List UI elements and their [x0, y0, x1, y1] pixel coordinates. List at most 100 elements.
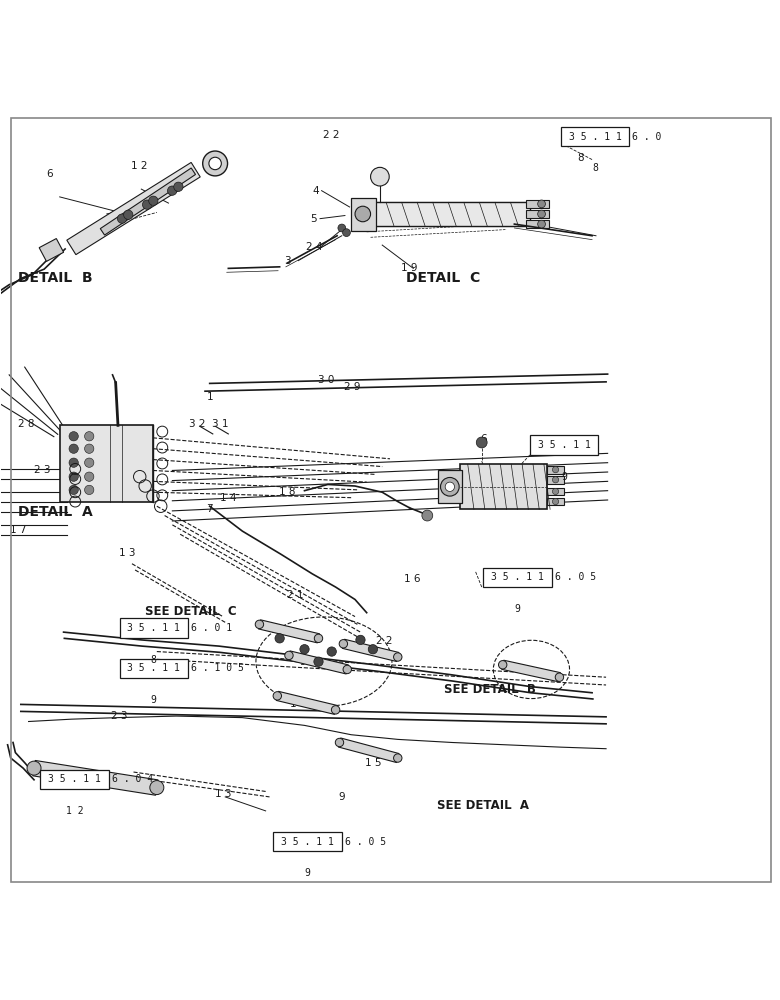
Circle shape [69, 485, 78, 495]
Circle shape [335, 738, 344, 747]
Circle shape [370, 167, 389, 186]
Circle shape [356, 635, 365, 645]
Bar [460, 464, 547, 509]
Polygon shape [67, 162, 200, 255]
Circle shape [255, 620, 264, 629]
Text: 5: 5 [310, 214, 317, 224]
Text: 6 . 0 5: 6 . 0 5 [555, 572, 596, 582]
Circle shape [168, 186, 177, 195]
Text: 1 2: 1 2 [132, 161, 148, 171]
Circle shape [84, 472, 94, 481]
Circle shape [84, 458, 94, 467]
Bar [561, 127, 629, 146]
Circle shape [84, 444, 94, 453]
Text: 2: 2 [129, 465, 135, 475]
Text: 6: 6 [46, 169, 53, 179]
Text: 6: 6 [480, 434, 487, 444]
Text: 2 8: 2 8 [18, 419, 34, 429]
Circle shape [275, 634, 284, 643]
Polygon shape [101, 168, 196, 235]
Text: 7: 7 [207, 504, 213, 514]
Circle shape [537, 200, 545, 208]
Bar [484, 568, 551, 587]
Bar [274, 832, 342, 851]
Text: 2 9: 2 9 [345, 382, 361, 392]
Text: 2 2: 2 2 [324, 130, 340, 140]
Text: 9: 9 [561, 472, 567, 482]
Circle shape [69, 444, 78, 453]
Text: 3 5 . 1 1: 3 5 . 1 1 [281, 837, 334, 847]
Circle shape [314, 657, 323, 666]
Text: 8: 8 [151, 655, 157, 665]
Text: 3 5 . 1 1: 3 5 . 1 1 [127, 663, 180, 673]
Text: 2 2: 2 2 [375, 636, 392, 646]
Circle shape [69, 458, 78, 467]
Text: 6 . 0 1: 6 . 0 1 [191, 623, 232, 633]
Text: 6 . 0 5: 6 . 0 5 [345, 837, 386, 847]
Circle shape [394, 653, 402, 661]
Circle shape [69, 472, 78, 481]
Text: 8: 8 [577, 153, 583, 163]
Text: 1 5: 1 5 [365, 758, 381, 768]
Circle shape [555, 673, 564, 681]
Circle shape [338, 224, 346, 232]
Circle shape [339, 640, 348, 648]
Circle shape [477, 437, 488, 448]
Circle shape [422, 510, 433, 521]
Bar [547, 476, 564, 484]
Bar [119, 618, 188, 638]
Polygon shape [342, 639, 399, 662]
Text: 1 3: 1 3 [119, 548, 136, 558]
Circle shape [69, 432, 78, 441]
Circle shape [537, 220, 545, 228]
Circle shape [441, 477, 459, 496]
Text: 9: 9 [151, 695, 157, 705]
Text: 2 3: 2 3 [112, 711, 128, 721]
Circle shape [394, 754, 402, 762]
Circle shape [285, 651, 293, 660]
Polygon shape [288, 651, 349, 674]
Text: 1 6: 1 6 [403, 574, 420, 584]
Circle shape [84, 485, 94, 495]
Text: 1 9: 1 9 [401, 263, 417, 273]
Text: 6 . 1 0 5: 6 . 1 0 5 [191, 663, 244, 673]
Text: DETAIL  C: DETAIL C [406, 271, 480, 285]
Text: 2 0: 2 0 [528, 221, 544, 231]
Text: DETAIL  A: DETAIL A [19, 505, 94, 519]
Text: 1 4: 1 4 [220, 493, 236, 503]
Bar [374, 202, 530, 226]
Bar [547, 498, 564, 505]
Circle shape [209, 157, 222, 170]
Polygon shape [339, 738, 399, 763]
Circle shape [498, 661, 507, 669]
Circle shape [552, 477, 558, 483]
Text: SEE DETAIL  C: SEE DETAIL C [145, 605, 237, 618]
Text: 1 2: 1 2 [66, 806, 83, 816]
Bar [39, 239, 64, 261]
Polygon shape [258, 620, 320, 643]
Bar [60, 425, 153, 502]
Circle shape [342, 229, 350, 237]
Bar [526, 200, 549, 208]
Circle shape [174, 182, 183, 191]
Text: SEE DETAIL  B: SEE DETAIL B [445, 683, 537, 696]
Bar [530, 435, 598, 455]
Bar [41, 770, 108, 789]
Circle shape [27, 761, 41, 775]
Circle shape [203, 151, 228, 176]
Text: 4: 4 [313, 186, 320, 196]
Circle shape [343, 665, 352, 674]
Circle shape [150, 781, 164, 795]
Text: 3 5 . 1 1: 3 5 . 1 1 [127, 623, 180, 633]
Text: 3 1: 3 1 [212, 419, 229, 429]
Text: 9: 9 [515, 604, 520, 614]
Text: 3 5 . 1 1: 3 5 . 1 1 [48, 774, 101, 784]
Circle shape [327, 647, 336, 656]
Circle shape [552, 467, 558, 473]
Bar [526, 220, 549, 228]
Text: 3 5 . 1 1: 3 5 . 1 1 [491, 572, 544, 582]
Polygon shape [33, 760, 158, 795]
Bar [547, 488, 564, 495]
Circle shape [552, 498, 558, 505]
Circle shape [332, 706, 340, 714]
